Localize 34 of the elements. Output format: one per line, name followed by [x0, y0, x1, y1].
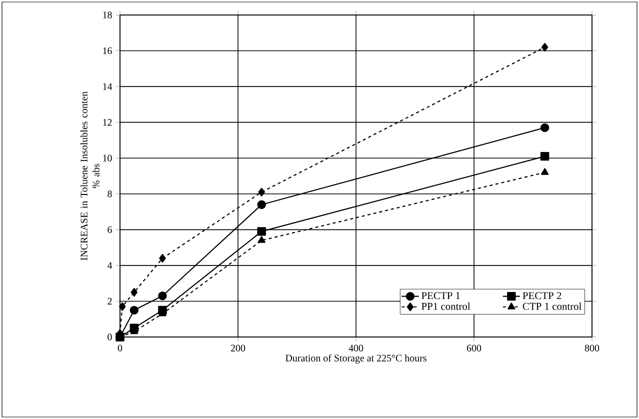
y-tick-label: 14 — [103, 83, 112, 90]
point — [540, 152, 550, 161]
x-tick-label: 0 — [118, 344, 122, 352]
point — [130, 288, 138, 297]
legend-label: CTP 1 control — [522, 302, 582, 310]
y-tick-label: 12 — [103, 119, 112, 126]
y-tick-label: 6 — [108, 226, 112, 234]
y-tick-label: 8 — [108, 190, 112, 198]
point — [257, 227, 266, 236]
y-tick-label: 18 — [103, 12, 112, 18]
y-tick-label: 16 — [103, 47, 112, 54]
legend-label: PECTP 1 — [422, 292, 460, 300]
y-tick-label: 0 — [108, 334, 112, 340]
point — [258, 236, 266, 243]
point — [159, 254, 166, 263]
point — [258, 188, 266, 196]
y-tick-label: 2 — [108, 298, 112, 305]
x-tick-label: 800 — [584, 344, 600, 352]
x-tick-label: 200 — [230, 344, 246, 352]
legend-label: PP1 control — [422, 302, 470, 310]
y-tick-label: 10 — [103, 154, 112, 162]
x-axis-title: Duration of Storage at 225°C hours — [286, 354, 426, 364]
point — [118, 302, 126, 311]
point — [158, 292, 167, 300]
y-tick-label: 4 — [107, 262, 112, 269]
point — [130, 306, 139, 315]
legend-label: PECTP 2 — [522, 292, 562, 300]
point — [540, 168, 549, 175]
point — [541, 42, 548, 52]
y-axis-title: INCREASE in Toluene Insolubles conten % abs — [80, 92, 100, 260]
x-tick-label: 600 — [466, 344, 482, 352]
point — [257, 200, 266, 209]
point — [540, 123, 550, 132]
x-tick-label: 400 — [348, 344, 364, 352]
